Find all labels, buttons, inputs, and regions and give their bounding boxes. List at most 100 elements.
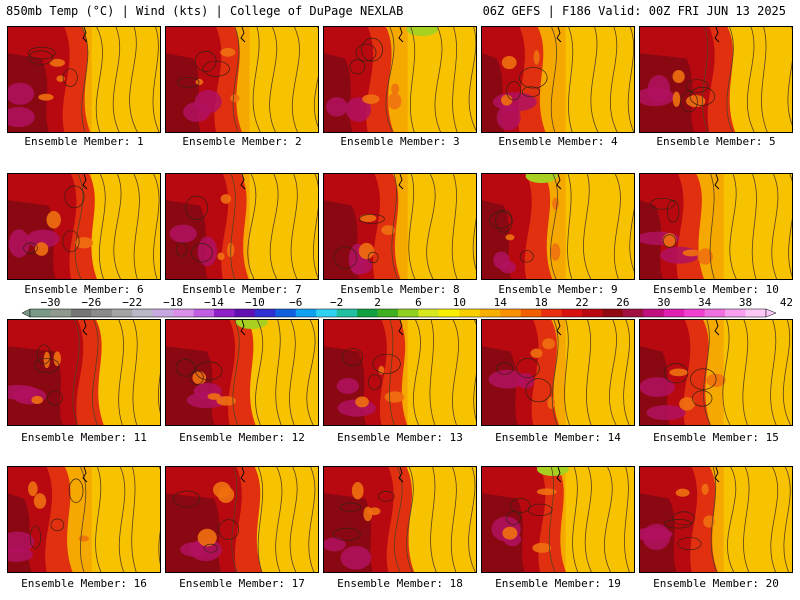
coastline — [398, 27, 404, 43]
colorbar-tick-label: −18 — [163, 297, 183, 309]
isotherm-contour — [702, 27, 709, 132]
field-island — [46, 211, 61, 229]
isotherm-contour — [289, 320, 296, 425]
field-island — [351, 482, 364, 500]
field-island — [533, 50, 540, 65]
isotherm-contour — [232, 320, 240, 425]
colorbar-swatch — [336, 309, 358, 317]
isotherm-contour — [690, 368, 717, 390]
field-hotspot — [492, 92, 537, 112]
ensemble-member-label: Ensemble Member: 4 — [498, 135, 618, 148]
field-hotspot — [197, 236, 218, 267]
field-hotspot — [324, 537, 346, 552]
isotherm-contour — [771, 174, 779, 279]
ensemble-map-panel — [481, 26, 635, 133]
field-east-warm — [565, 467, 634, 572]
colorbar-tick-label: 42 — [780, 297, 793, 309]
ensemble-map-panel — [165, 466, 319, 573]
isotherm-contour — [703, 320, 711, 425]
field-island — [536, 488, 557, 496]
isotherm-contour — [551, 320, 559, 425]
colorbar-tick-label: 38 — [739, 297, 752, 309]
isotherm-contour — [663, 363, 689, 384]
field-island — [697, 248, 713, 265]
ensemble-map-panel — [323, 319, 477, 426]
isotherm-contour — [726, 27, 734, 132]
isotherm-contour — [572, 467, 579, 572]
isotherm-contour — [47, 390, 63, 406]
isotherm-contour — [64, 185, 85, 209]
field-island — [220, 47, 236, 57]
field-island — [502, 526, 518, 540]
isotherm-contour — [377, 491, 395, 502]
field-east-warm — [91, 27, 160, 132]
colorbar-swatch — [275, 309, 297, 317]
colorbar-tick-label: −2 — [330, 297, 343, 309]
field-island — [686, 94, 706, 108]
ensemble-map-panel — [7, 466, 161, 573]
isotherm-contour — [68, 478, 84, 503]
isotherm-contour — [680, 91, 698, 113]
isotherm-contour — [689, 86, 716, 106]
colorbar-swatch — [725, 309, 746, 317]
isotherm-contour — [506, 511, 521, 525]
field-island — [532, 542, 552, 553]
isotherm-contour — [232, 27, 240, 132]
field-island — [552, 197, 559, 210]
isotherm-contour — [190, 243, 213, 263]
field-island — [197, 528, 217, 547]
field-island — [672, 91, 681, 107]
ensemble-member-label: Ensemble Member: 2 — [182, 135, 302, 148]
coastline — [82, 174, 88, 190]
isotherm-contour — [255, 320, 264, 425]
isotherm-contour — [519, 250, 534, 263]
isotherm-contour — [742, 320, 749, 425]
isotherm-contour — [247, 174, 257, 279]
isotherm-contour — [252, 27, 261, 132]
isotherm-contour — [727, 467, 737, 572]
coastline — [398, 174, 404, 190]
colorbar-swatch — [561, 309, 583, 317]
isotherm-contour — [132, 320, 138, 425]
colorbar-swatch — [132, 309, 153, 317]
field-hotspot — [345, 97, 372, 122]
isotherm-contour — [408, 174, 416, 279]
coastline — [240, 27, 246, 43]
field-east-warm — [249, 320, 318, 425]
isotherm-contour — [158, 467, 160, 565]
field-east-warm — [407, 320, 476, 425]
coastline — [714, 27, 720, 43]
isotherm-contour — [349, 59, 366, 75]
isotherm-contour — [28, 50, 54, 65]
ensemble-map-panel — [7, 173, 161, 280]
colorbar-tick-label: −10 — [245, 297, 265, 309]
colorbar-right-arrow — [765, 308, 777, 318]
colorbar-swatch — [622, 309, 644, 317]
isotherm-contour — [367, 374, 382, 390]
isotherm-contour — [391, 174, 399, 279]
field-east-warm — [91, 467, 160, 572]
isotherm-contour — [550, 27, 558, 132]
field-island — [391, 83, 400, 95]
field-hotspot — [8, 547, 34, 562]
isotherm-contour — [495, 362, 514, 375]
field-east-warm — [723, 467, 792, 572]
isotherm-contour — [129, 27, 138, 132]
coastline — [556, 174, 562, 190]
colorbar-swatch — [50, 309, 72, 317]
isotherm-contour — [787, 27, 792, 126]
field-hotspot — [183, 102, 211, 122]
colorbar-swatch — [582, 309, 603, 317]
isotherm-contour — [113, 174, 122, 279]
isotherm-contour — [473, 320, 476, 421]
isotherm-contour — [624, 467, 630, 572]
field-hotspot — [493, 251, 510, 269]
field-island — [207, 393, 221, 400]
field-hotspot — [336, 378, 360, 394]
isotherm-contour — [710, 467, 718, 572]
isotherm-contour — [409, 27, 416, 132]
colorbar-swatch — [193, 309, 215, 317]
colorbar-tick-label: −22 — [122, 297, 142, 309]
field-island — [368, 507, 381, 516]
isotherm-contour — [389, 320, 395, 425]
